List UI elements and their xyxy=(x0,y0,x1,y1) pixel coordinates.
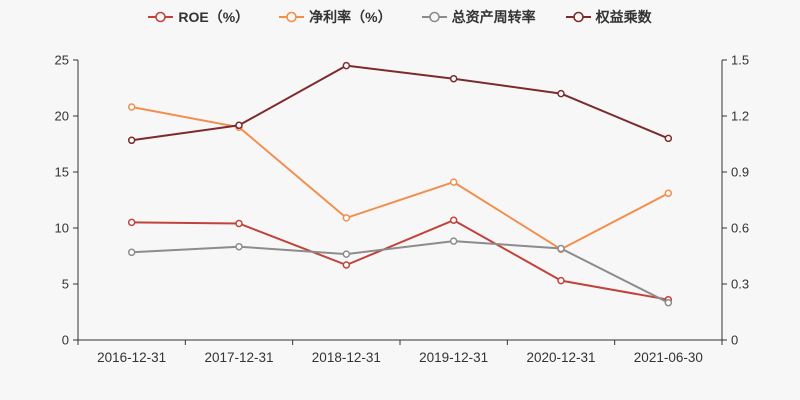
right-y-tick-label: 0 xyxy=(731,333,738,348)
series-line xyxy=(130,219,670,301)
data-point-marker xyxy=(342,250,351,258)
legend-item[interactable]: 总资产周转率 xyxy=(421,6,536,28)
right-y-tick-label: 0.6 xyxy=(731,221,749,236)
data-point-marker xyxy=(557,276,565,285)
legend-item-label: ROE（%） xyxy=(178,9,250,25)
left-y-tick-label: 20 xyxy=(55,109,69,124)
x-axis-label: 2018-12-31 xyxy=(312,350,381,365)
series-line xyxy=(130,240,670,304)
x-axis-label: 2020-12-31 xyxy=(526,350,595,365)
data-point-marker xyxy=(557,89,565,98)
data-point-marker xyxy=(342,214,351,222)
right-y-tick-label: 1.5 xyxy=(731,53,749,68)
series-line xyxy=(130,64,670,142)
data-point-marker xyxy=(342,61,351,70)
right-y-tick-label: 0.9 xyxy=(731,165,749,180)
data-point-marker xyxy=(235,242,243,251)
x-axis-label: 2016-12-31 xyxy=(97,350,166,365)
x-axis-label: 2017-12-31 xyxy=(204,350,273,365)
data-point-marker xyxy=(127,103,136,111)
legend-item[interactable]: 净利率（%） xyxy=(279,6,392,28)
legend-line-marker-icon xyxy=(565,11,591,23)
series-line xyxy=(130,106,670,251)
legend-line-marker-icon xyxy=(148,11,174,23)
legend-line-marker-icon xyxy=(421,11,447,23)
data-point-marker xyxy=(342,261,351,269)
data-point-marker xyxy=(664,298,673,307)
right-y-tick-label: 0.3 xyxy=(731,277,749,292)
left-y-tick-label: 25 xyxy=(55,53,69,68)
data-point-marker xyxy=(127,136,136,145)
chart-legend: ROE（%） 净利率（%） 总资产周转率 权益乘数 xyxy=(0,6,800,28)
legend-item[interactable]: 权益乘数 xyxy=(565,6,652,28)
left-y-tick-label: 15 xyxy=(55,165,69,180)
data-point-marker xyxy=(449,216,458,224)
legend-line-marker-icon xyxy=(279,11,305,23)
data-point-marker xyxy=(235,121,243,130)
data-point-marker xyxy=(235,219,243,228)
x-axis-label: 2019-12-31 xyxy=(419,350,488,365)
data-point-marker xyxy=(449,178,458,186)
right-y-tick-label: 1.2 xyxy=(731,109,749,124)
data-point-marker xyxy=(127,248,136,257)
left-y-tick-label: 10 xyxy=(55,221,69,236)
data-point-marker xyxy=(557,244,565,253)
legend-item-label: 权益乘数 xyxy=(595,9,652,25)
legend-item-label: 总资产周转率 xyxy=(451,9,536,25)
legend-item[interactable]: ROE（%） xyxy=(148,6,249,28)
left-y-tick-label: 0 xyxy=(62,333,69,348)
data-point-marker xyxy=(664,189,673,198)
left-y-tick-label: 5 xyxy=(62,277,69,292)
legend-item-label: 净利率（%） xyxy=(309,9,392,25)
data-point-marker xyxy=(449,74,458,83)
data-point-marker xyxy=(664,134,673,143)
data-point-marker xyxy=(127,218,136,227)
data-point-marker xyxy=(449,237,458,245)
x-axis-label: 2021-06-30 xyxy=(634,350,703,365)
